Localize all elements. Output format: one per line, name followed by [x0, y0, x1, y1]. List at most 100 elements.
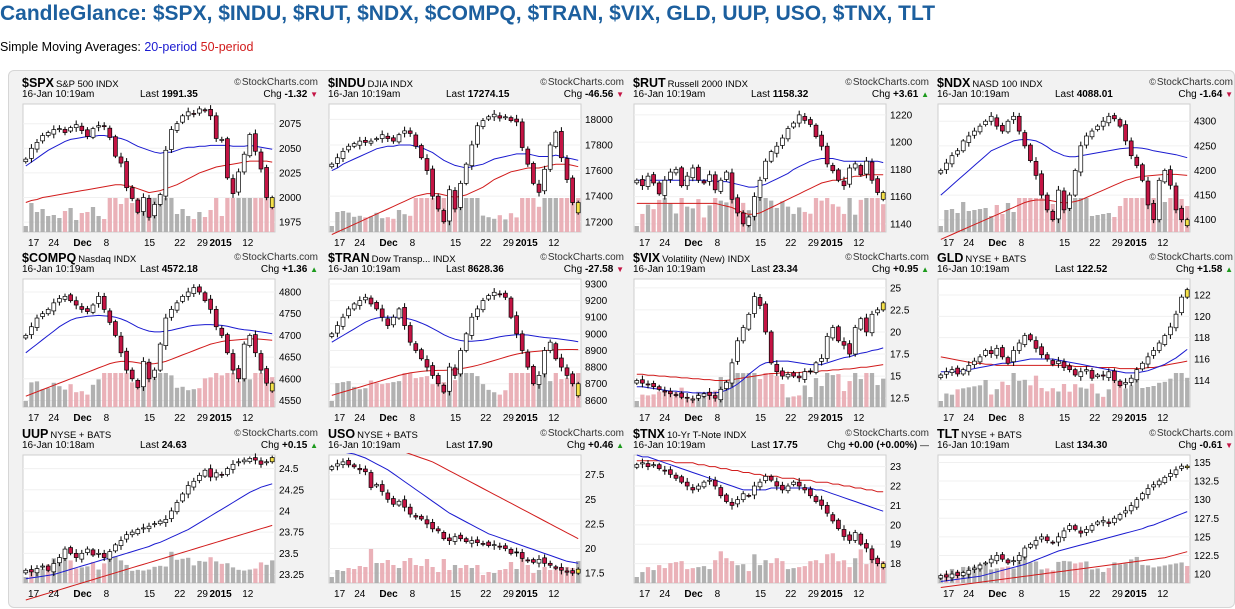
chg-value: +0.00 (+0.00%) — [848, 440, 918, 451]
candle-body — [129, 187, 135, 199]
brand-name: StockCharts.com — [852, 77, 929, 88]
candle-body — [785, 128, 791, 140]
candle-body — [813, 362, 819, 373]
candle-body — [960, 369, 966, 375]
chart-ndx[interactable]: $NDX NASD 100 INDX ©StockCharts.com 16-Jan … — [937, 76, 1233, 252]
volume-bar — [1061, 384, 1067, 407]
volume-bar — [51, 215, 56, 232]
volume-bar — [180, 558, 185, 583]
volume-bar — [1145, 198, 1151, 232]
volume-bar — [346, 568, 351, 583]
candle-body — [62, 296, 68, 300]
candle-body — [564, 158, 570, 180]
candle-body — [357, 468, 363, 471]
down-arrow-icon: ▼ — [616, 265, 624, 274]
candle-body — [977, 125, 983, 133]
volume-bar — [1061, 560, 1067, 583]
y-tick-label: 1220 — [890, 110, 913, 121]
candle-body — [51, 563, 57, 573]
candlestick-chart: 23.25 23.5 23.75 24 24.25 24.5 17 24 Dec 8 15 22 29 2… — [22, 453, 304, 601]
x-tick-label: 15 — [450, 413, 462, 424]
x-tick-label: 29 — [503, 413, 515, 424]
volume-bar — [531, 198, 536, 232]
candle-body — [45, 309, 51, 315]
chart-compq[interactable]: $COMPQ Nasdaq INDX ©StockCharts.com 16-Jan … — [22, 251, 318, 427]
chart-tnx[interactable]: $TNX 10-Yr T-Note INDX ©StockCharts.com 16-… — [633, 427, 929, 603]
x-tick-label: 29 — [808, 589, 820, 600]
volume-bar — [847, 567, 852, 583]
volume-bar — [707, 569, 712, 583]
x-tick-label: 2015 — [209, 238, 232, 249]
copyright-icon: © — [1149, 428, 1156, 438]
volume-bar — [497, 394, 502, 407]
chart-spx[interactable]: $SPX S&P 500 INDX ©StockCharts.com 16-Jan 1… — [22, 76, 318, 252]
x-tick-label: 12 — [548, 589, 560, 600]
volume-bar — [102, 373, 107, 407]
sma-20-line — [345, 453, 579, 564]
candle-body — [836, 326, 841, 342]
last-price: Last 17.75 — [751, 440, 798, 451]
candle-body — [497, 293, 503, 296]
volume-bar — [102, 563, 107, 583]
volume-bar — [124, 564, 129, 583]
volume-bar — [497, 215, 502, 232]
y-tick-label: 17.5 — [890, 350, 910, 361]
sma-20-line — [940, 138, 1188, 196]
volume-bar — [441, 559, 446, 583]
brand-name: StockCharts.com — [852, 252, 929, 263]
brand-watermark: ©StockCharts.com — [845, 252, 929, 263]
candle-body — [656, 386, 662, 390]
candle-body — [45, 132, 51, 136]
chart-gld[interactable]: GLD NYSE + BATS ©StockCharts.com 16-Jan 10:… — [937, 251, 1233, 427]
chart-vix[interactable]: $VIX Volatility (New) INDX ©StockCharts.co… — [633, 251, 929, 427]
volume-bar — [769, 200, 774, 232]
last-price: Last 24.63 — [140, 440, 187, 451]
volume-bar — [191, 565, 196, 583]
last-label: Last — [140, 440, 159, 451]
volume-bar — [413, 565, 418, 583]
candle-body — [1100, 374, 1106, 377]
volume-bar — [1173, 563, 1179, 583]
candle-body — [402, 307, 407, 326]
candle-body — [191, 287, 197, 294]
volume-bar — [696, 199, 701, 232]
volume-bar — [408, 215, 413, 232]
volume-bar — [264, 564, 269, 583]
chart-indu[interactable]: $INDU DJIA INDX ©StockCharts.com 16-Jan 10:… — [328, 76, 624, 252]
last-label: Last — [446, 440, 465, 451]
candle-body — [852, 163, 858, 169]
candle-body — [774, 364, 780, 373]
brand-watermark: ©StockCharts.com — [845, 77, 929, 88]
volume-bar — [480, 215, 486, 232]
volume-bar — [564, 378, 570, 407]
candle-body — [634, 179, 640, 184]
y-tick-label: 1975 — [279, 218, 302, 229]
chg-value: -0.61 — [1199, 440, 1223, 451]
chart-rut[interactable]: $RUT Russell 2000 INDX ©StockCharts.com 16-… — [633, 76, 929, 252]
chart-description: NYSE + BATS — [960, 430, 1022, 441]
candle-body — [774, 481, 780, 487]
chart-uso[interactable]: USO NYSE + BATS ©StockCharts.com 16-Jan 10:… — [328, 427, 624, 603]
candle-body — [1000, 347, 1005, 358]
candle-body — [191, 480, 197, 488]
candle-body — [79, 552, 85, 560]
chart-tlt[interactable]: TLT NYSE + BATS ©StockCharts.com 16-Jan 10:… — [937, 427, 1233, 603]
candle-body — [780, 370, 785, 377]
candle-body — [701, 393, 707, 397]
candle-body — [514, 315, 519, 335]
volume-bar — [34, 212, 40, 232]
volume-bar — [972, 386, 977, 407]
candle-body — [634, 380, 640, 384]
y-tick-label: 23.75 — [279, 528, 304, 539]
chart-symbol: UUP — [22, 427, 49, 441]
chart-tran[interactable]: $TRAN Dow Transp... INDX ©StockCharts.com 1… — [328, 251, 624, 427]
volume-bar — [1129, 559, 1134, 583]
volume-bar — [475, 376, 480, 407]
volume-bar — [492, 573, 497, 583]
chart-uup[interactable]: UUP NYSE + BATS ©StockCharts.com 16-Jan 10:… — [22, 427, 318, 603]
last-value: 134.30 — [1076, 440, 1108, 451]
chart-symbol: $SPX — [22, 76, 54, 90]
candle-body — [514, 551, 519, 554]
volume-bar — [847, 198, 852, 232]
last-price: Last 4088.01 — [1055, 89, 1113, 100]
